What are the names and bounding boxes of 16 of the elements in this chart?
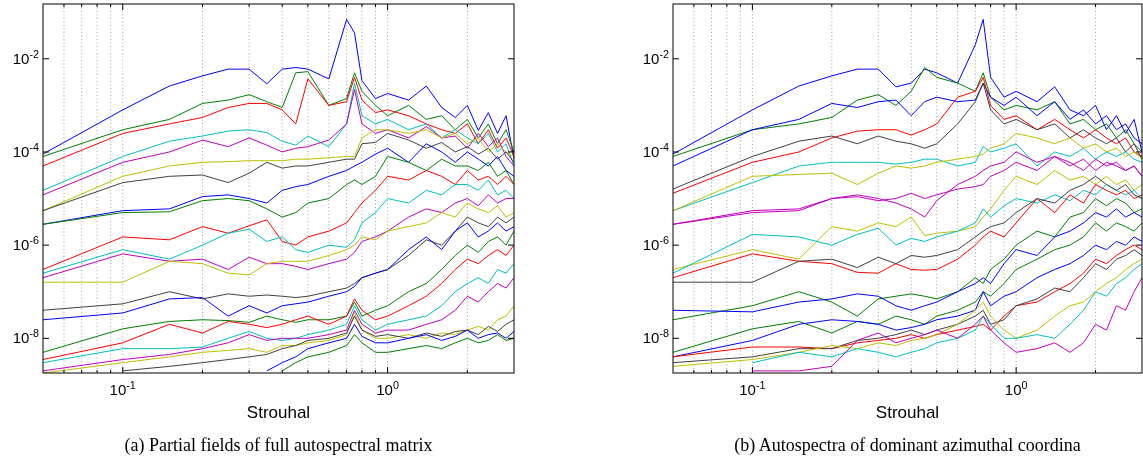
x-tick-label: 10$^{-1}$ — [109, 379, 136, 398]
y-tick-label: 10$^{-8}$ — [12, 327, 39, 347]
text: (b) Autospectra of dominant azimuthal coordina — [734, 435, 1081, 456]
y-tick-label: 10$^{-2}$ — [642, 47, 669, 67]
x-axis-title: Strouhal — [875, 403, 940, 422]
y-tick-label: 10$^{-2}$ — [12, 47, 39, 67]
x-tick-label: 10$^{0}$ — [376, 379, 399, 398]
y-tick-label: 10$^{-4}$ — [12, 140, 39, 160]
text: (a) Partial fields of full autospectral matrix — [124, 435, 433, 456]
x-tick-label: 10$^{0}$ — [1004, 379, 1028, 398]
x-axis-title: Strouhal — [246, 403, 311, 422]
y-tick-label: 10$^{-8}$ — [642, 327, 669, 347]
y-tick-label: 10$^{-6}$ — [12, 234, 39, 254]
y-tick-label: 10$^{-6}$ — [642, 234, 669, 254]
x-tick-label: 10$^{-1}$ — [739, 379, 766, 398]
y-tick-label: 10$^{-4}$ — [642, 140, 669, 160]
